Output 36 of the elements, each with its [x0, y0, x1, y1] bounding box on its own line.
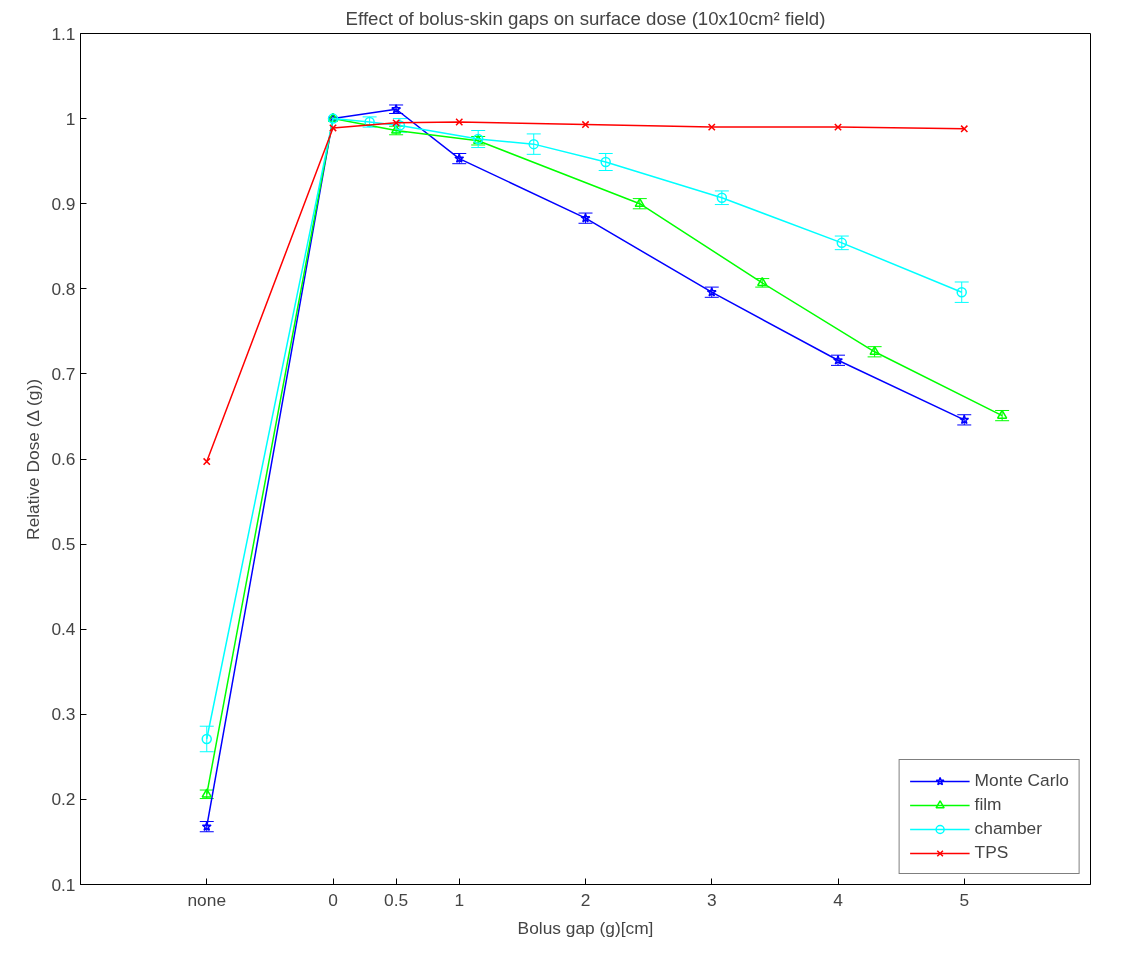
- y-tick-label: 0.8: [51, 278, 76, 299]
- legend-label: TPS: [974, 842, 1009, 863]
- y-tick-label: 0.4: [51, 619, 76, 640]
- y-tick-label: 0.6: [51, 449, 76, 469]
- point: [201, 733, 212, 745]
- y-tick-label: 0.5: [51, 534, 76, 555]
- legend-label: film: [974, 794, 1002, 815]
- y-tick-label: 0.2: [51, 789, 76, 810]
- x-tick-label: none: [187, 889, 227, 910]
- x-tick-label: 4: [833, 889, 844, 910]
- y-tick-label: 0.9: [51, 193, 76, 214]
- x-axis-title: Bolus gap (g)[cm]: [517, 917, 654, 938]
- point: [392, 118, 401, 127]
- y-tick-label: 0.7: [51, 363, 76, 384]
- x-tick-label: 0: [328, 889, 338, 910]
- x-tick-label: 2: [580, 889, 591, 910]
- x-tick-label: 3: [706, 889, 717, 910]
- point: [455, 118, 464, 126]
- point: [581, 120, 590, 129]
- x-tick-label: 5: [959, 889, 970, 910]
- x-tick-label: 0.5: [384, 889, 409, 910]
- chart-title: Effect of bolus-skin gaps on surface dose (10x10cm² field): [345, 7, 826, 29]
- y-tick-label: 0.1: [51, 874, 76, 895]
- point: [960, 124, 969, 133]
- legend-label: chamber: [974, 818, 1043, 839]
- y-axis-title: Relative Dose (Δ (g)): [23, 379, 44, 540]
- y-tick-label: 1: [65, 108, 76, 129]
- x-tick-label: 1: [454, 889, 465, 910]
- point: [202, 457, 211, 466]
- y-tick-label: 1.1: [51, 23, 76, 44]
- y-tick-label: 0.3: [51, 704, 76, 725]
- point: [528, 138, 539, 150]
- point: [329, 124, 337, 132]
- point: [956, 286, 967, 298]
- point: [600, 156, 611, 168]
- legend-label: Monte Carlo: [974, 770, 1069, 791]
